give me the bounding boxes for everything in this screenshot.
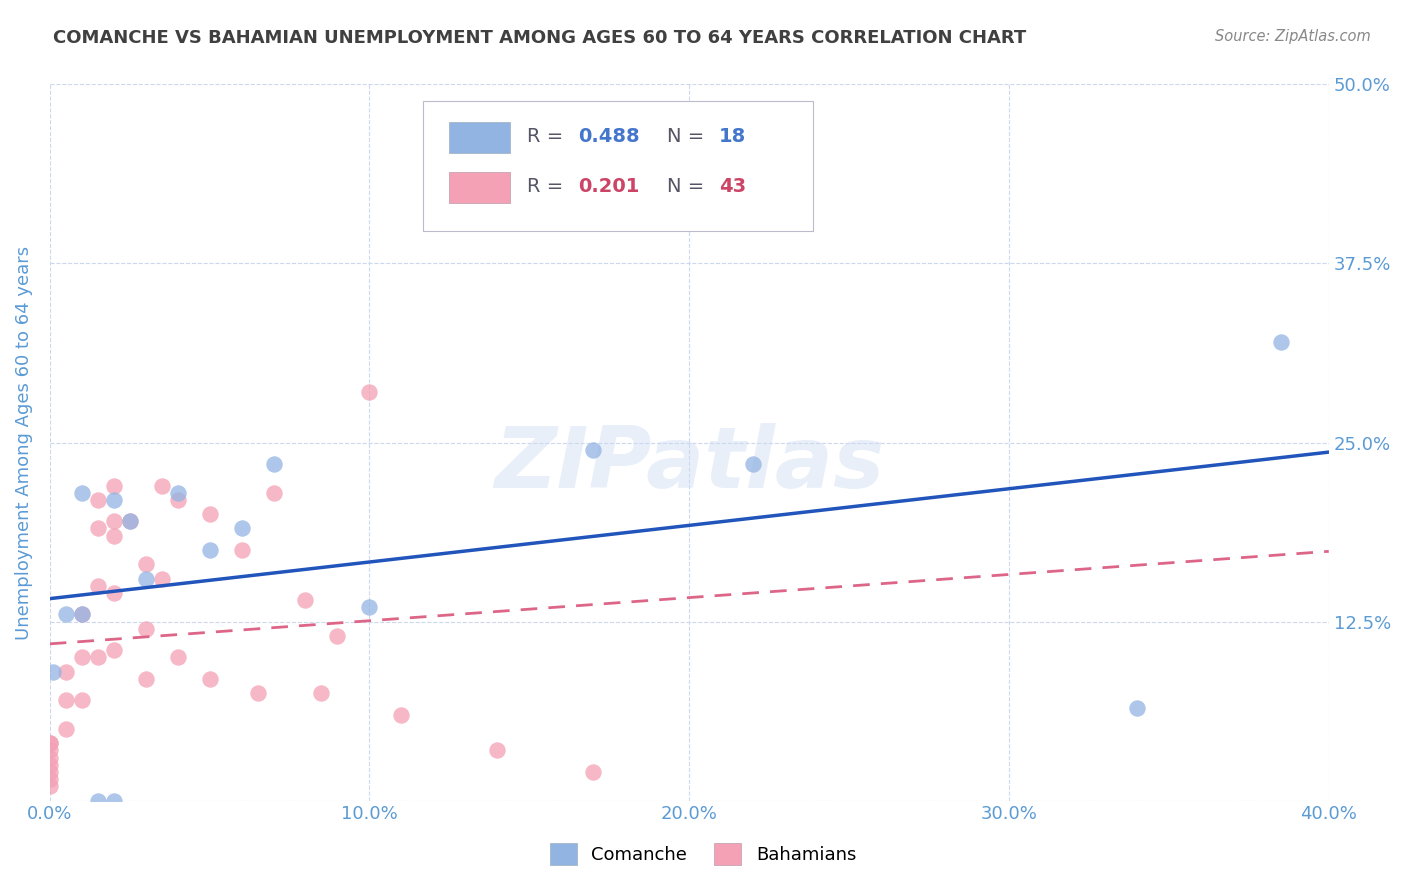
Point [486,743,509,757]
Point [38,736,60,750]
Point [311,686,333,700]
Point [150,478,173,492]
Point [1270,335,1292,350]
Point [582,764,605,779]
Point [135,622,157,636]
Text: 0.488: 0.488 [578,128,640,146]
Text: 0.201: 0.201 [578,178,640,196]
Point [38,743,60,757]
Point [38,779,60,793]
Text: 43: 43 [718,178,745,196]
Point [38,772,60,786]
Point [38,736,60,750]
Text: R =: R = [527,178,562,196]
Point [86,650,108,665]
Point [103,643,125,657]
Point [246,686,269,700]
Point [70,650,93,665]
Point [359,385,381,400]
Point [38,764,60,779]
Point [118,514,141,528]
Point [55,722,77,736]
Point [38,750,60,764]
Point [70,607,93,622]
Point [70,485,93,500]
Point [1126,700,1149,714]
Point [103,514,125,528]
Point [70,693,93,707]
Point [294,593,316,607]
Point [70,607,93,622]
Point [55,665,77,679]
Point [359,600,381,615]
Text: ZIPatlas: ZIPatlas [494,423,884,506]
Point [198,507,221,521]
Text: Source: ZipAtlas.com: Source: ZipAtlas.com [1215,29,1371,44]
Legend: Comanche, Bahamians: Comanche, Bahamians [543,836,863,872]
Point [150,572,173,586]
Point [86,521,108,535]
Point [86,794,108,808]
Text: N =: N = [668,178,704,196]
FancyBboxPatch shape [449,121,510,153]
Point [135,558,157,572]
Point [42,665,65,679]
Text: N =: N = [668,128,704,146]
Y-axis label: Unemployment Among Ages 60 to 64 years: Unemployment Among Ages 60 to 64 years [15,245,32,640]
Point [135,672,157,686]
Point [135,572,157,586]
Point [55,693,77,707]
Point [103,492,125,507]
Point [326,629,349,643]
FancyBboxPatch shape [423,101,813,231]
Point [263,485,285,500]
Point [103,586,125,600]
Point [86,579,108,593]
Point [391,707,413,722]
Point [103,528,125,542]
Point [166,485,188,500]
Point [103,478,125,492]
Text: COMANCHE VS BAHAMIAN UNEMPLOYMENT AMONG AGES 60 TO 64 YEARS CORRELATION CHART: COMANCHE VS BAHAMIAN UNEMPLOYMENT AMONG … [53,29,1026,46]
Point [166,492,188,507]
Point [103,794,125,808]
FancyBboxPatch shape [449,172,510,203]
Point [198,543,221,558]
Point [86,492,108,507]
Point [118,514,141,528]
Point [198,672,221,686]
Text: 18: 18 [718,128,747,146]
Point [582,442,605,457]
Point [38,757,60,772]
Point [263,457,285,471]
Point [231,543,253,558]
Point [231,521,253,535]
Point [55,607,77,622]
Point [166,650,188,665]
Point [742,457,765,471]
Text: R =: R = [527,128,562,146]
